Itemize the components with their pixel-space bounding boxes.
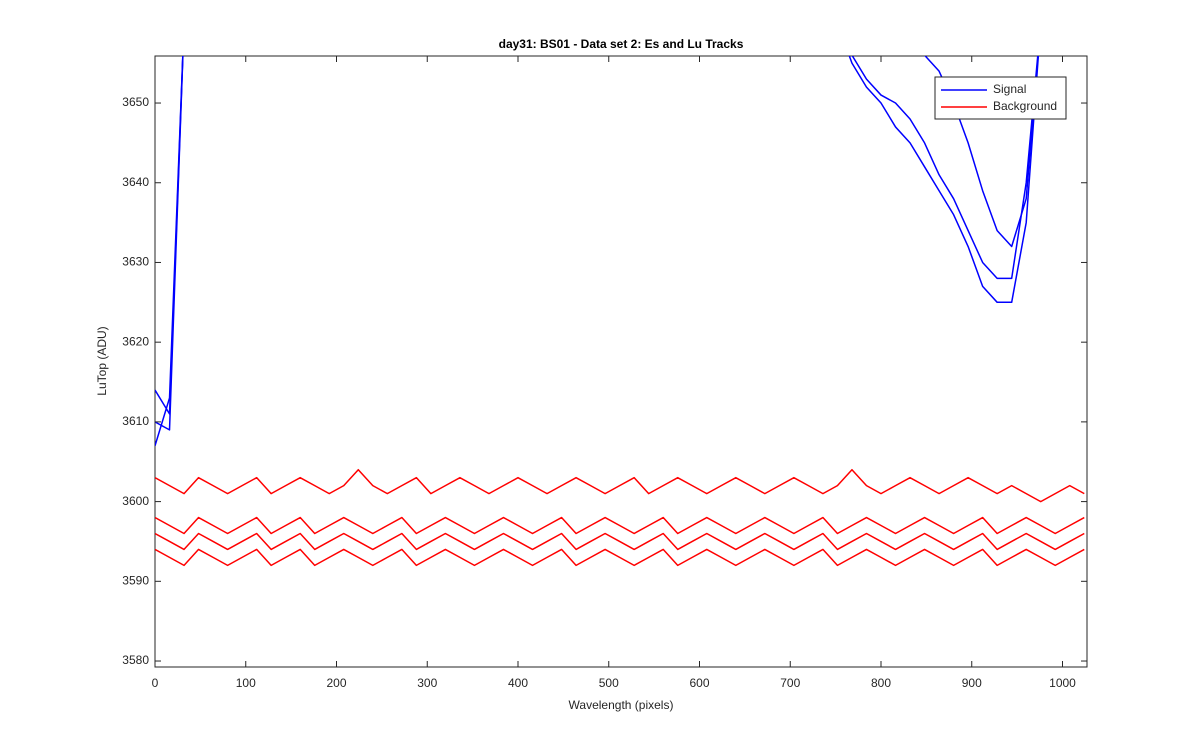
x-tick-label: 900 — [962, 676, 982, 690]
y-axis-label: LuTop (ADU) — [95, 326, 109, 395]
x-tick-label: 500 — [599, 676, 619, 690]
series-line — [155, 516, 1085, 535]
x-tick-label: 600 — [689, 676, 709, 690]
legend-label: Signal — [993, 82, 1026, 96]
y-tick-label: 3580 — [122, 653, 149, 667]
legend-box — [934, 76, 1067, 120]
x-tick-label: 1000 — [1049, 676, 1076, 690]
y-tick-label: 3630 — [122, 255, 149, 269]
x-tick-label: 800 — [871, 676, 891, 690]
y-tick-label: 3620 — [122, 334, 149, 348]
x-tick-label: 100 — [236, 676, 256, 690]
y-tick-label: 3640 — [122, 175, 149, 189]
x-tick-label: 300 — [417, 676, 437, 690]
chart-title: day31: BS01 - Data set 2: Es and Lu Trac… — [499, 37, 744, 51]
series-line — [155, 56, 1039, 447]
x-tick-label: 200 — [326, 676, 346, 690]
y-tick-label: 3650 — [122, 95, 149, 109]
y-tick-label: 3610 — [122, 414, 149, 428]
x-tick-label: 0 — [152, 676, 159, 690]
y-tick-label: 3600 — [122, 494, 149, 508]
x-tick-label: 700 — [780, 676, 800, 690]
legend: Signal Background — [934, 76, 1067, 120]
y-tick-label: 3590 — [122, 573, 149, 587]
legend-label: Background — [993, 99, 1057, 113]
series-line — [155, 548, 1085, 567]
x-tick-label: 400 — [508, 676, 528, 690]
x-axis-label: Wavelength (pixels) — [569, 698, 674, 712]
series-line — [155, 532, 1085, 551]
plot-area — [154, 55, 1088, 668]
plot-lines — [155, 56, 1085, 567]
series-line — [155, 468, 1085, 503]
